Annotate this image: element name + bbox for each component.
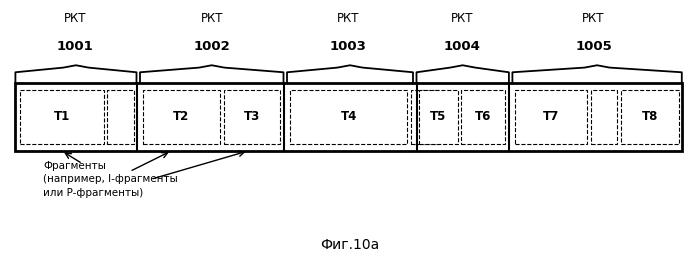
Text: T4: T4	[340, 110, 357, 124]
Bar	[143, 90, 220, 144]
Bar	[20, 90, 104, 144]
Bar	[591, 90, 617, 144]
Text: Фрагменты
(например, I-фрагменты
или P-фрагменты): Фрагменты (например, I-фрагменты или P-ф…	[43, 161, 178, 198]
Text: T7: T7	[543, 110, 559, 124]
Bar	[515, 90, 587, 144]
Text: T3: T3	[244, 110, 260, 124]
Text: РКТ: РКТ	[64, 12, 86, 25]
Bar	[621, 90, 679, 144]
Bar	[461, 90, 505, 144]
Text: T6: T6	[475, 110, 491, 124]
Text: 1002: 1002	[194, 40, 230, 53]
Bar	[419, 90, 458, 144]
Text: 1003: 1003	[330, 40, 366, 53]
Text: Фиг.10а: Фиг.10а	[321, 238, 379, 252]
Bar	[15, 83, 682, 151]
Text: T5: T5	[430, 110, 447, 124]
Text: РКТ: РКТ	[337, 12, 359, 25]
Text: T1: T1	[53, 110, 70, 124]
Bar	[224, 90, 280, 144]
Text: РКТ: РКТ	[451, 12, 473, 25]
Bar	[290, 90, 407, 144]
Text: 1004: 1004	[444, 40, 480, 53]
Bar	[411, 90, 438, 144]
Text: РКТ: РКТ	[582, 12, 605, 25]
Text: 1001: 1001	[57, 40, 93, 53]
Text: РКТ: РКТ	[201, 12, 223, 25]
Text: 1005: 1005	[575, 40, 612, 53]
Text: T8: T8	[642, 110, 658, 124]
Text: T2: T2	[173, 110, 190, 124]
Bar	[107, 90, 134, 144]
